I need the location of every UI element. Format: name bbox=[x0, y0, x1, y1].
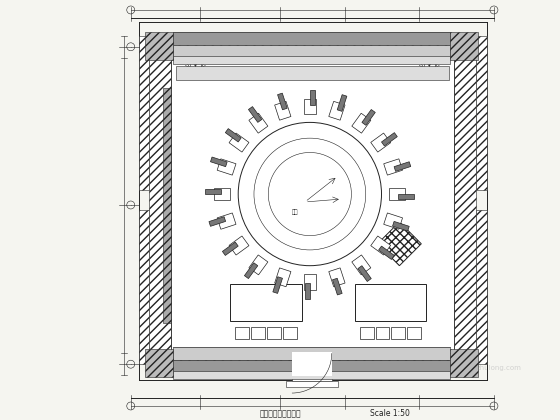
Bar bbox=[172, 32, 450, 45]
Polygon shape bbox=[362, 110, 375, 125]
Polygon shape bbox=[249, 107, 262, 122]
Polygon shape bbox=[304, 274, 316, 289]
Bar bbox=[292, 375, 332, 381]
Bar bbox=[376, 327, 389, 339]
Polygon shape bbox=[214, 188, 230, 200]
Polygon shape bbox=[278, 93, 287, 110]
Polygon shape bbox=[209, 217, 226, 226]
Text: zhulong.com: zhulong.com bbox=[477, 365, 521, 371]
Bar bbox=[171, 58, 454, 353]
Bar bbox=[391, 327, 405, 339]
Bar bbox=[230, 284, 302, 321]
Bar bbox=[148, 353, 476, 375]
Bar bbox=[476, 210, 487, 364]
Bar bbox=[172, 56, 450, 64]
Polygon shape bbox=[398, 194, 414, 199]
Polygon shape bbox=[329, 268, 345, 287]
Bar bbox=[450, 349, 478, 377]
Polygon shape bbox=[249, 113, 268, 133]
Polygon shape bbox=[352, 255, 371, 275]
Polygon shape bbox=[222, 242, 238, 255]
Bar bbox=[139, 210, 148, 364]
Bar bbox=[292, 352, 332, 376]
Circle shape bbox=[268, 152, 352, 236]
Polygon shape bbox=[358, 266, 371, 281]
Polygon shape bbox=[389, 188, 405, 200]
Bar bbox=[283, 327, 297, 339]
Polygon shape bbox=[394, 162, 410, 171]
Polygon shape bbox=[310, 89, 315, 105]
Text: 小会议室平面布置图: 小会议室平面布置图 bbox=[259, 409, 301, 418]
Bar bbox=[172, 360, 450, 373]
Polygon shape bbox=[371, 133, 391, 152]
Polygon shape bbox=[304, 99, 316, 114]
Polygon shape bbox=[206, 189, 221, 194]
Bar bbox=[267, 327, 281, 339]
Polygon shape bbox=[393, 221, 409, 231]
Text: 转盘: 转盘 bbox=[292, 209, 298, 215]
Polygon shape bbox=[377, 222, 421, 266]
Polygon shape bbox=[217, 213, 236, 229]
Bar bbox=[172, 45, 450, 58]
Text: Scale 1:50: Scale 1:50 bbox=[370, 409, 409, 418]
Bar bbox=[454, 36, 476, 375]
Polygon shape bbox=[379, 246, 394, 260]
Polygon shape bbox=[249, 255, 268, 275]
Bar bbox=[148, 36, 171, 375]
Polygon shape bbox=[305, 283, 310, 299]
Polygon shape bbox=[371, 236, 391, 255]
Polygon shape bbox=[333, 278, 342, 295]
Bar bbox=[139, 36, 148, 190]
Bar bbox=[175, 66, 449, 80]
Bar bbox=[162, 87, 171, 323]
Bar bbox=[144, 32, 172, 60]
Bar bbox=[144, 349, 172, 377]
Polygon shape bbox=[211, 157, 227, 167]
Bar bbox=[235, 327, 249, 339]
Circle shape bbox=[254, 138, 366, 250]
Polygon shape bbox=[384, 159, 403, 175]
Polygon shape bbox=[384, 213, 403, 229]
Circle shape bbox=[238, 122, 381, 266]
Bar bbox=[450, 32, 478, 60]
Polygon shape bbox=[273, 277, 282, 294]
Polygon shape bbox=[229, 236, 249, 255]
Polygon shape bbox=[225, 129, 241, 142]
Bar bbox=[251, 327, 265, 339]
Bar bbox=[354, 284, 426, 321]
Polygon shape bbox=[229, 133, 249, 152]
Bar bbox=[476, 36, 487, 190]
Bar bbox=[172, 347, 450, 360]
Polygon shape bbox=[329, 101, 345, 120]
Bar bbox=[286, 381, 338, 387]
Polygon shape bbox=[244, 263, 258, 278]
Polygon shape bbox=[337, 94, 347, 111]
Bar bbox=[148, 36, 476, 58]
Bar bbox=[407, 327, 421, 339]
Bar bbox=[172, 371, 450, 379]
Polygon shape bbox=[274, 101, 291, 120]
Polygon shape bbox=[352, 113, 371, 133]
Polygon shape bbox=[381, 133, 397, 146]
Bar bbox=[360, 327, 374, 339]
Polygon shape bbox=[217, 159, 236, 175]
Polygon shape bbox=[274, 268, 291, 287]
